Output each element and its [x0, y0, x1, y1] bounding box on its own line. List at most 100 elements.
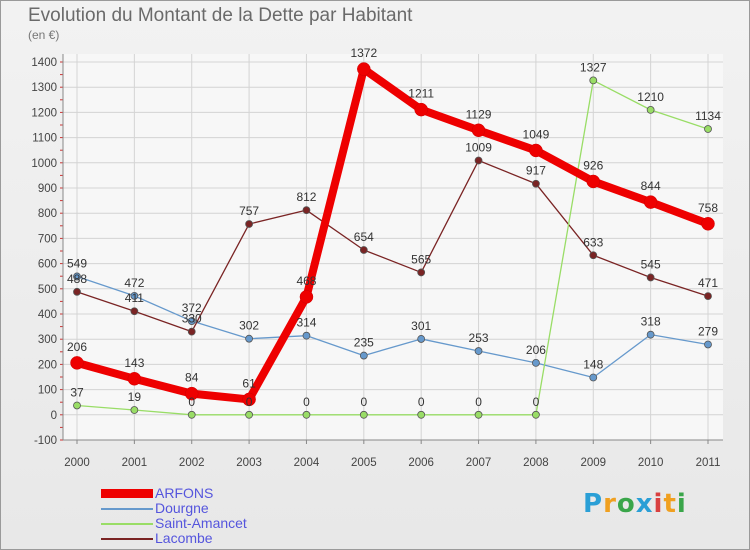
data-label-lacombe: 488: [67, 272, 87, 286]
data-label-arfons: 1211: [408, 87, 434, 101]
x-tick-label: 2000: [64, 457, 90, 469]
x-tick-label: 2004: [294, 457, 320, 469]
data-point-saint-amancet: [359, 410, 368, 419]
data-label-saint-amancet: 0: [533, 395, 540, 409]
data-label-arfons: 926: [583, 158, 603, 172]
data-label-saint-amancet: 1327: [580, 60, 607, 74]
series-line-lacombe: [76, 159, 709, 333]
x-tick-label: 2010: [638, 457, 664, 469]
logo-letter: i: [676, 489, 687, 519]
data-point-arfons: [127, 372, 142, 386]
data-point-arfons: [414, 102, 428, 117]
data-label-dourgne: 301: [411, 319, 431, 333]
data-point-dourgne: [359, 351, 368, 360]
y-tick-label: 1300: [31, 82, 57, 94]
data-label-dourgne: 206: [526, 343, 546, 357]
y-tick-label: 1000: [31, 158, 57, 170]
data-label-saint-amancet: 1134: [695, 109, 721, 123]
proxiti-logo: Proxiti: [583, 489, 687, 519]
chart-title: Evolution du Montant de la Dette par Hab…: [28, 5, 413, 26]
y-tick-label: -100: [34, 435, 57, 447]
data-point-dourgne: [302, 331, 311, 340]
data-label-lacombe: 812: [296, 190, 316, 204]
legend-label-lacombe: Lacombe: [155, 530, 213, 546]
data-point-lacombe: [73, 287, 81, 296]
data-label-saint-amancet: 0: [475, 395, 482, 409]
data-label-dourgne: 279: [698, 324, 718, 338]
data-point-lacombe: [302, 206, 311, 215]
y-tick-label: 700: [38, 233, 57, 245]
y-tick-label: 0: [51, 410, 57, 422]
legend-swatch-saint-amancet: [101, 523, 153, 525]
data-point-saint-amancet: [417, 410, 426, 419]
x-tick-label: 2007: [466, 457, 492, 469]
data-label-saint-amancet: 0: [246, 395, 253, 409]
data-label-arfons: 758: [698, 201, 718, 215]
data-point-lacombe: [474, 156, 483, 165]
data-point-saint-amancet: [474, 410, 483, 419]
data-point-dourgne: [474, 347, 483, 355]
data-point-dourgne: [704, 340, 712, 349]
x-tick-label: 2008: [523, 457, 549, 469]
y-tick-label: 400: [38, 309, 57, 321]
unit-label: (en €): [28, 28, 60, 42]
data-label-arfons: 84: [185, 371, 199, 385]
data-point-saint-amancet: [245, 410, 253, 419]
data-label-arfons: 468: [296, 274, 316, 288]
x-tick-label: 2011: [696, 457, 721, 469]
data-point-saint-amancet: [73, 401, 81, 410]
data-point-arfons: [701, 217, 715, 231]
data-label-lacombe: 757: [239, 204, 259, 218]
data-point-arfons: [357, 62, 371, 76]
data-label-dourgne: 235: [354, 336, 374, 350]
x-tick-label: 2001: [122, 457, 148, 469]
data-label-lacombe: 411: [125, 291, 144, 305]
legend-swatch-lacombe: [101, 538, 153, 540]
data-label-saint-amancet: 0: [303, 395, 310, 409]
data-point-arfons: [70, 356, 84, 370]
data-point-lacombe: [245, 220, 253, 228]
data-point-lacombe: [417, 268, 426, 277]
data-label-dourgne: 148: [583, 358, 603, 372]
data-point-saint-amancet: [646, 105, 655, 114]
data-point-dourgne: [73, 272, 81, 281]
grid: [63, 54, 723, 441]
axes: -100010020030040050060070080090010001100…: [31, 54, 723, 469]
y-tick-label: 1400: [31, 57, 57, 69]
series-line-dourgne: [76, 275, 709, 379]
data-label-dourgne: 549: [67, 256, 87, 270]
data-label-arfons: 844: [641, 179, 661, 193]
series-lines: [70, 62, 715, 419]
data-point-dourgne: [589, 373, 598, 382]
y-tick-label: 200: [38, 359, 57, 371]
data-label-lacombe: 471: [698, 276, 718, 290]
y-tick-label: 100: [38, 385, 57, 397]
data-point-arfons: [184, 386, 199, 401]
legend-label-dourgne: Dourgne: [155, 500, 209, 516]
logo-letter: i: [653, 489, 664, 519]
data-label-dourgne: 372: [182, 301, 202, 315]
data-point-lacombe: [704, 292, 712, 301]
data-point-lacombe: [589, 251, 598, 260]
data-labels: 206 143 84 61 468 1372 1211 1129 1049 926 844 758 54…: [67, 46, 721, 409]
legend-swatch-dourgne: [101, 508, 153, 510]
data-point-dourgne: [532, 358, 540, 367]
logo-letter: x: [635, 489, 654, 519]
data-label-saint-amancet: 0: [188, 395, 195, 409]
data-point-arfons: [299, 290, 314, 304]
data-point-saint-amancet: [589, 76, 598, 85]
legend-label-saint-amancet: Saint-Amancet: [155, 515, 247, 531]
y-tick-label: 900: [38, 183, 57, 195]
x-tick-label: 2006: [408, 457, 434, 469]
y-tick-label: 500: [38, 284, 57, 296]
data-label-lacombe: 633: [583, 235, 603, 249]
data-point-arfons: [529, 143, 543, 158]
data-label-saint-amancet: 19: [128, 390, 142, 404]
data-point-dourgne: [417, 335, 426, 343]
data-point-lacombe: [359, 246, 368, 254]
data-label-arfons: 1372: [350, 46, 377, 60]
data-point-lacombe: [646, 273, 655, 282]
data-label-arfons: 206: [67, 340, 87, 354]
